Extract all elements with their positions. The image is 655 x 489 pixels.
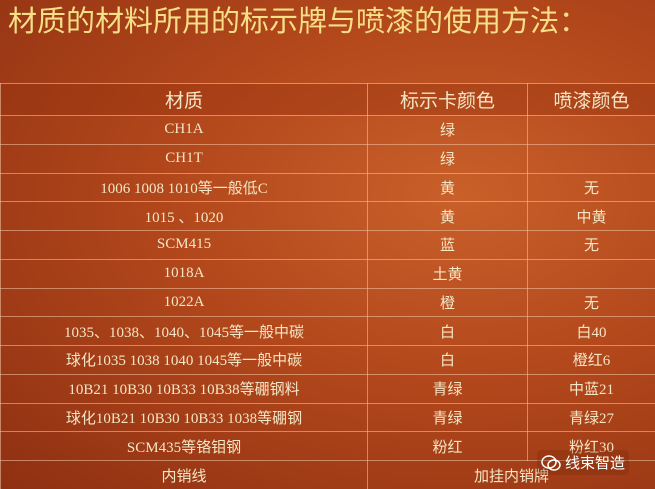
- table-cell: 白40: [527, 316, 655, 346]
- table-cell: 1018A: [0, 258, 368, 289]
- table-row: 1018A 土黄: [0, 258, 655, 289]
- table-row: CH1A 绿: [0, 115, 655, 145]
- table-cell: [527, 143, 655, 174]
- table-cell: [527, 258, 655, 289]
- table-cell: 10B21 10B30 10B33 10B38等硼钢料: [0, 373, 368, 404]
- table-cell: 青绿27: [527, 402, 655, 433]
- table-cell: CH1T: [0, 143, 368, 174]
- table-cell: 橙: [367, 287, 528, 318]
- table-row: 1015 、1020 黄中黄: [0, 201, 655, 231]
- table-cell: 橙红6: [527, 345, 655, 375]
- table-cell: 无: [527, 287, 655, 318]
- table-cell: 加挂内销牌: [367, 460, 655, 489]
- material-table: 材质 标示卡颜色 喷漆颜色 CH1A 绿 CH1T 绿 1006 1008 1010等一般低C…: [0, 83, 655, 489]
- table-cell: 蓝: [367, 230, 528, 260]
- slide-title: 材质的材料所用的标示牌与喷漆的使用方法：: [8, 4, 589, 38]
- footer-row: 内销线 加挂内销牌: [0, 460, 655, 489]
- table-row: SCM415 蓝无: [0, 230, 655, 260]
- table-row: 1035、1038、1040、1045等一般中碳白白40: [0, 316, 655, 346]
- table-cell: 1035、1038、1040、1045等一般中碳: [0, 316, 368, 346]
- table-cell: 黄: [367, 201, 528, 231]
- table-row: 10B21 10B30 10B33 10B38等硼钢料 青绿 中蓝21: [0, 373, 655, 404]
- table-cell: 黄: [367, 172, 528, 203]
- table-cell: 喷漆颜色: [527, 83, 655, 116]
- table-row: 球化10B21 10B30 10B33 1038等硼钢 青绿 青绿27: [0, 402, 655, 433]
- table-cell: 无: [527, 172, 655, 203]
- table-row: 球化1035 1038 1040 1045等一般中碳白橙红6: [0, 345, 655, 375]
- watermark: 线束智造: [537, 450, 630, 475]
- table-cell: 1015 、1020: [0, 201, 368, 231]
- table-cell: 1006 1008 1010等一般低C: [0, 172, 368, 203]
- table-cell: 中蓝21: [527, 373, 655, 404]
- table-cell: 1022A: [0, 287, 368, 318]
- table-cell: 标示卡颜色: [367, 83, 528, 116]
- table-cell: 白: [367, 345, 528, 375]
- table-cell: 绿: [367, 115, 528, 145]
- table-cell: 材质: [0, 83, 368, 116]
- table-cell: 绿: [367, 143, 528, 174]
- table-row: 1022A 橙无: [0, 287, 655, 318]
- table-cell: 青绿: [367, 373, 528, 404]
- table-cell: 土黄: [367, 258, 528, 289]
- table-cell: 白: [367, 316, 528, 346]
- table-cell: 无: [527, 230, 655, 260]
- table-cell: 球化1035 1038 1040 1045等一般中碳: [0, 345, 368, 375]
- table-row: 1006 1008 1010等一般低C 黄无: [0, 172, 655, 203]
- wechat-icon: [541, 454, 561, 471]
- table-cell: 球化10B21 10B30 10B33 1038等硼钢: [0, 402, 368, 433]
- header-row: 材质 标示卡颜色 喷漆颜色: [0, 83, 655, 116]
- table-cell: 中黄: [527, 201, 655, 231]
- table-cell: SCM435等铬钼钢: [0, 431, 368, 461]
- table-cell: SCM415: [0, 230, 368, 260]
- table-row: CH1T 绿: [0, 143, 655, 174]
- watermark-text: 线束智造: [565, 454, 626, 472]
- table-cell: 青绿: [367, 402, 528, 433]
- table-cell: 内销线: [0, 460, 368, 489]
- table-cell: CH1A: [0, 115, 368, 145]
- table-cell: [527, 115, 655, 145]
- table-cell: 粉红: [367, 431, 528, 461]
